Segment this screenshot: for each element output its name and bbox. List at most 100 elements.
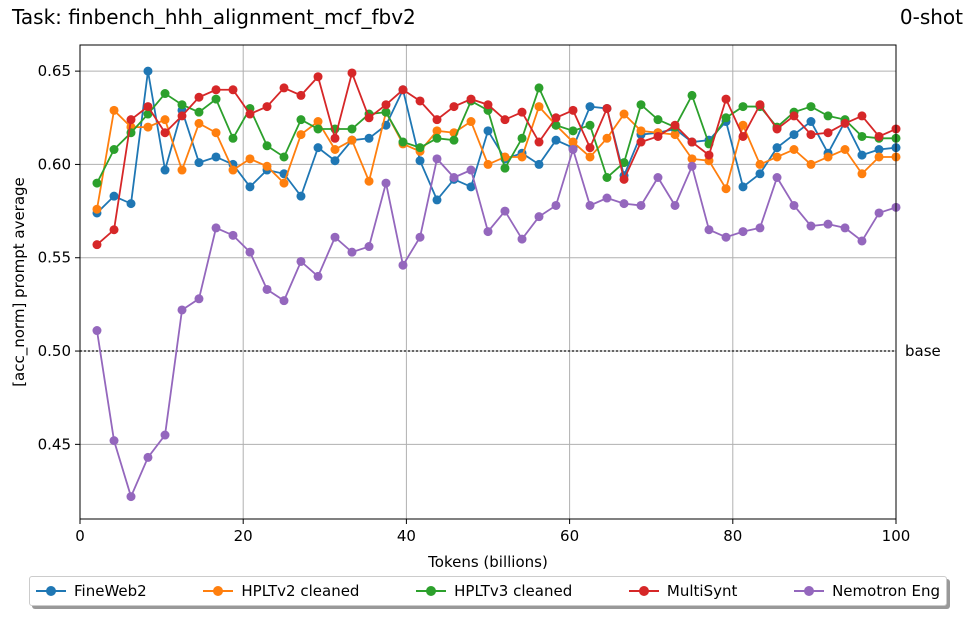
data-point	[364, 176, 374, 186]
data-point	[704, 150, 714, 160]
data-point	[687, 137, 697, 147]
data-point	[415, 156, 425, 166]
data-point	[483, 100, 493, 110]
data-point	[687, 161, 697, 171]
data-point	[211, 85, 221, 95]
y-tick-label: 0.65	[38, 62, 71, 80]
data-point	[279, 296, 289, 306]
data-point	[653, 115, 663, 125]
y-tick-label: 0.50	[38, 342, 71, 360]
data-point	[857, 236, 867, 246]
data-point	[466, 165, 476, 175]
legend-marker-icon	[794, 584, 825, 598]
data-point	[602, 103, 612, 113]
y-tick-label: 0.45	[38, 435, 71, 453]
data-point	[789, 145, 799, 155]
series-nemotron-eng	[92, 145, 901, 502]
chart-title: Task: finbench_hhh_alignment_mcf_fbv2	[12, 5, 416, 29]
data-point	[568, 145, 578, 155]
data-point	[721, 94, 731, 104]
data-point	[636, 200, 646, 210]
data-point	[466, 182, 476, 192]
data-point	[381, 100, 391, 110]
x-tick-label: 60	[560, 527, 579, 545]
data-point	[670, 120, 680, 130]
x-tick-label: 0	[75, 527, 85, 545]
data-point	[415, 232, 425, 242]
data-point	[551, 135, 561, 145]
data-point	[296, 90, 306, 100]
data-point	[636, 100, 646, 110]
data-point	[721, 113, 731, 123]
data-point	[194, 118, 204, 128]
data-point	[415, 96, 425, 106]
legend-label: HPLTv3 cleaned	[454, 582, 573, 600]
data-point	[534, 212, 544, 222]
data-point	[551, 200, 561, 210]
data-point	[415, 143, 425, 153]
legend-marker-icon	[628, 584, 659, 598]
data-point	[177, 111, 187, 121]
data-point	[500, 163, 510, 173]
legend-item-nemotron: Nemotron Eng	[794, 582, 940, 600]
data-point	[432, 133, 442, 143]
data-point	[432, 126, 442, 136]
data-point	[585, 102, 595, 112]
data-point	[568, 105, 578, 115]
series-hpltv2-cleaned	[92, 102, 901, 214]
data-point	[568, 126, 578, 136]
data-point	[738, 182, 748, 192]
data-point	[245, 109, 255, 119]
data-point	[279, 83, 289, 93]
data-point	[228, 85, 238, 95]
data-point	[313, 124, 323, 134]
data-point	[585, 200, 595, 210]
data-point	[313, 271, 323, 281]
data-point	[262, 161, 272, 171]
data-point	[517, 152, 527, 162]
data-point	[500, 115, 510, 125]
data-point	[398, 137, 408, 147]
data-point	[126, 492, 136, 502]
data-point	[755, 223, 765, 233]
data-point	[602, 172, 612, 182]
data-point	[92, 204, 102, 214]
data-point	[160, 430, 170, 440]
legend-marker-icon	[416, 584, 447, 598]
data-point	[534, 83, 544, 93]
data-point	[517, 133, 527, 143]
data-point	[721, 184, 731, 194]
data-point	[160, 89, 170, 99]
data-point	[857, 150, 867, 160]
data-point	[517, 234, 527, 244]
data-point	[551, 113, 561, 123]
data-point	[109, 436, 119, 446]
data-point	[653, 131, 663, 141]
data-point	[874, 152, 884, 162]
data-point	[262, 141, 272, 151]
data-point	[772, 143, 782, 153]
data-point	[857, 111, 867, 121]
data-point	[177, 305, 187, 315]
data-point	[823, 111, 833, 121]
data-point	[109, 191, 119, 201]
data-point	[432, 154, 442, 164]
data-point	[806, 130, 816, 140]
data-point	[330, 133, 340, 143]
y-axis-label: [acc_norm] prompt average	[10, 177, 29, 387]
data-point	[874, 145, 884, 155]
legend-label: FineWeb2	[74, 582, 147, 600]
data-point	[806, 159, 816, 169]
x-tick-label: 80	[723, 527, 742, 545]
data-point	[619, 158, 629, 168]
data-point	[704, 225, 714, 235]
data-point	[483, 126, 493, 136]
legend-item-fineweb2: FineWeb2	[36, 582, 147, 600]
legend-item-multisynt: MultiSynt	[628, 582, 737, 600]
data-point	[568, 137, 578, 147]
data-point	[789, 200, 799, 210]
data-point	[823, 219, 833, 229]
data-point	[840, 118, 850, 128]
data-point	[738, 227, 748, 237]
data-point	[364, 242, 374, 252]
